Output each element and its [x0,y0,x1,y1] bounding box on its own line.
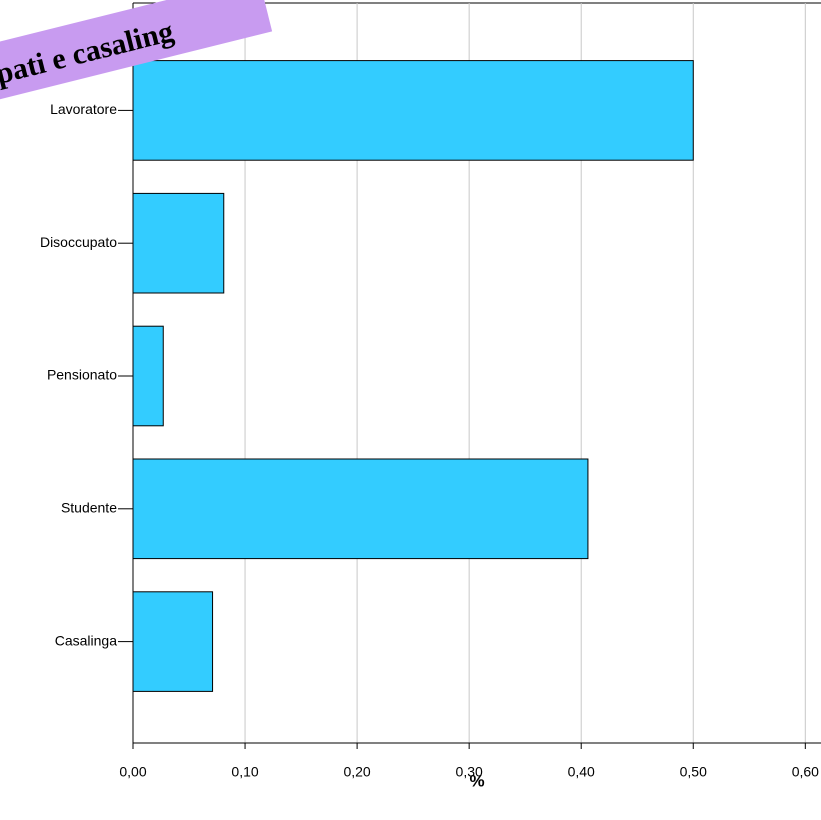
y-tick-label: Casalinga [55,632,117,648]
banner-background [0,0,273,112]
y-tick-label: Disoccupato [40,234,117,250]
bar [132,458,589,560]
y-tick-label: Pensionato [47,367,117,383]
x-tick-label: 0,60 [792,764,819,780]
x-axis-label: % [469,771,484,790]
x-tick-label: 0,00 [119,764,146,780]
y-tick-label: Studente [61,500,117,516]
bar [132,325,164,427]
bar [132,60,694,161]
x-tick-label: 0,20 [343,764,370,780]
bar [132,591,214,692]
x-tick-label: 0,10 [231,764,258,780]
x-tick-label: 0,30 [456,764,483,780]
bar [132,192,225,294]
x-tick-label: 0,40 [568,764,595,780]
y-tick-label: Lavoratore [50,101,117,117]
x-tick-label: 0,50 [680,764,707,780]
